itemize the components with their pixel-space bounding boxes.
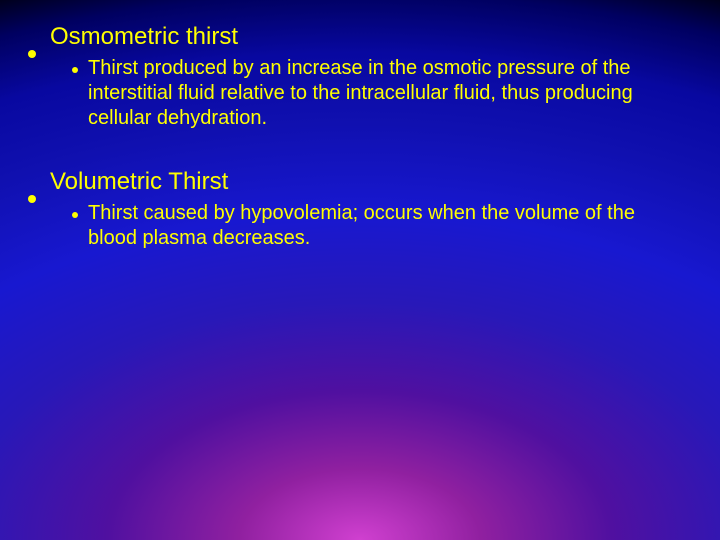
section-title-1: Osmometric thirst xyxy=(50,22,238,52)
bullet-item-1: Osmometric thirst xyxy=(28,22,692,52)
bullet-item-2: Volumetric Thirst xyxy=(28,167,692,197)
slide: Osmometric thirst Thirst produced by an … xyxy=(0,0,720,540)
sub-bullet-item-2: Thirst caused by hypovolemia; occurs whe… xyxy=(72,201,692,251)
section-body-1: Thirst produced by an increase in the os… xyxy=(88,56,668,131)
bullet-dot-icon xyxy=(28,195,36,203)
section-2-wrapper: Volumetric Thirst Thirst caused by hypov… xyxy=(28,167,692,251)
sub-bullet-item-1: Thirst produced by an increase in the os… xyxy=(72,56,692,131)
bullet-dot-icon xyxy=(28,50,36,58)
bullet-dot-icon xyxy=(72,212,78,218)
bullet-dot-icon xyxy=(72,67,78,73)
section-title-2: Volumetric Thirst xyxy=(50,167,228,197)
section-body-2: Thirst caused by hypovolemia; occurs whe… xyxy=(88,201,668,251)
